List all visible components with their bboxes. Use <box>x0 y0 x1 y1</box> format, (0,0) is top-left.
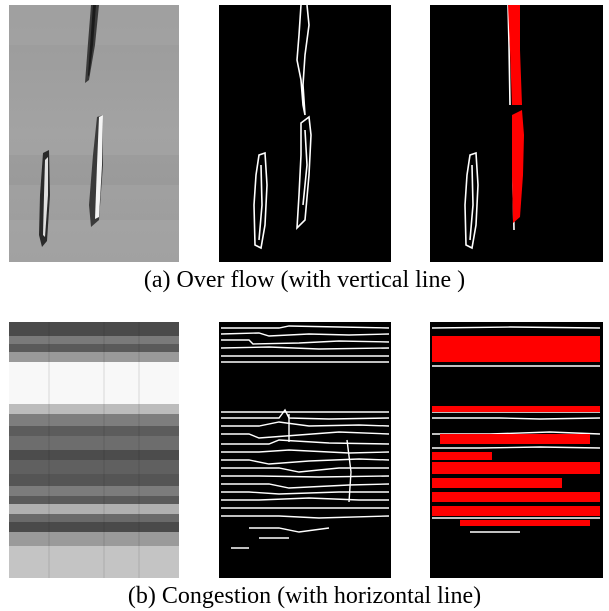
row-a-original-image <box>9 5 179 262</box>
red-detected-lines <box>432 336 600 526</box>
row-b-caption: (b) Congestion (with horizontal line) <box>127 583 482 609</box>
row-a-detected-lines-image <box>430 5 603 262</box>
row-a-caption: (a) Over flow (with vertical line ) <box>143 267 466 293</box>
row-b-original-image <box>9 322 179 578</box>
row-a-edge-image <box>219 5 391 262</box>
row-b-edge-image <box>219 322 391 578</box>
red-detected-lines <box>508 5 524 223</box>
row-b-detected-lines-image <box>430 322 603 578</box>
